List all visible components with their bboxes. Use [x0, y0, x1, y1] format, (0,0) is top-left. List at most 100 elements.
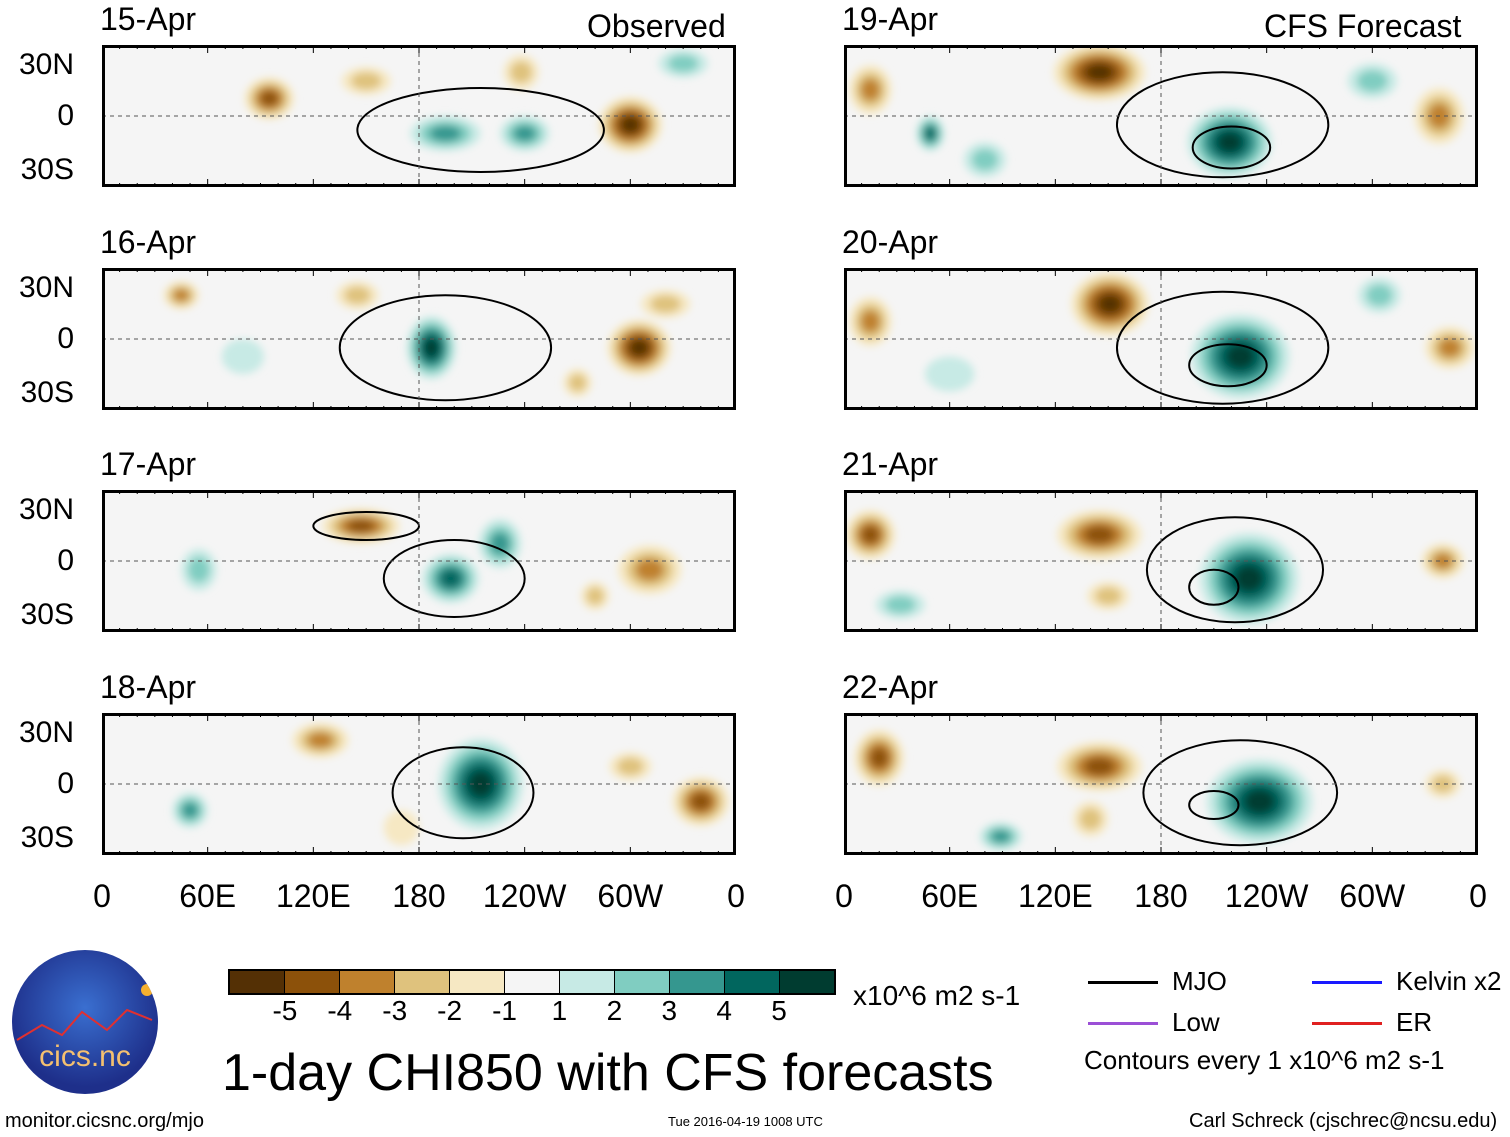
- map-panel: [844, 713, 1478, 855]
- lon-label: 60E: [179, 878, 237, 914]
- anomaly-contour: [173, 289, 190, 302]
- colorbar-label: 5: [771, 995, 787, 1026]
- panel-date: 18-Apr: [100, 669, 197, 705]
- mjo-contour: [338, 294, 553, 402]
- figure-title: 1-day CHI850 with CFS forecasts: [222, 1044, 994, 1102]
- anomaly-contour: [429, 125, 462, 142]
- anomaly-contour: [188, 556, 210, 583]
- lon-label: 60E: [921, 878, 979, 914]
- colorbar-label: -3: [382, 995, 408, 1026]
- anomaly-contour: [307, 732, 333, 749]
- colorbar-label: -5: [272, 995, 298, 1026]
- anomaly-contour: [861, 78, 880, 101]
- anomaly-contour: [885, 596, 916, 614]
- cics-logo: cics.nc: [12, 950, 158, 1094]
- panel-date: 21-Apr: [842, 446, 939, 482]
- lat-label: 30N: [18, 716, 74, 749]
- lat-label: 30S: [20, 598, 74, 631]
- colorbar-swatch: [395, 971, 450, 993]
- lon-label: 60W: [1339, 878, 1406, 914]
- colorbar-swatch: [560, 971, 615, 993]
- legend-line: [1312, 1022, 1382, 1025]
- lat-label: 30S: [20, 153, 74, 186]
- lon-label: 180: [392, 878, 446, 914]
- lat-label: 30N: [18, 493, 74, 526]
- anomaly-contour: [182, 802, 198, 819]
- panel-date: 22-Apr: [842, 669, 939, 705]
- anomaly-contour: [510, 61, 532, 84]
- panel-date: 15-Apr: [100, 1, 197, 37]
- legend-label: ER: [1396, 1007, 1433, 1037]
- panel-frame: [844, 490, 1478, 632]
- colorbar-label: 4: [716, 995, 732, 1026]
- mjo-contour: [1115, 71, 1330, 179]
- colorbar-label: -1: [492, 995, 517, 1026]
- mjo-contour: [1188, 343, 1268, 388]
- anomaly-contour: [440, 569, 461, 588]
- lon-label: 120W: [482, 878, 567, 914]
- anomaly-contour: [861, 310, 880, 333]
- colorbar-units: x10^6 m2 s-1: [853, 980, 1021, 1011]
- anomaly-contour: [621, 116, 640, 133]
- mjo-contour: [356, 87, 605, 173]
- panel-date: 17-Apr: [100, 446, 197, 482]
- legend-label: MJO: [1172, 966, 1227, 996]
- panel-date: 19-Apr: [842, 1, 939, 37]
- mjo-contour: [1115, 290, 1330, 405]
- panel-date: 16-Apr: [100, 224, 197, 260]
- panel-frame: [844, 268, 1478, 410]
- anomaly-contour: [1095, 587, 1122, 605]
- anomaly-contour: [1084, 757, 1115, 776]
- colorbar-swatch: [450, 971, 505, 993]
- colorbar-swatch: [780, 971, 834, 993]
- mjo-contour: [1188, 790, 1240, 820]
- anomaly-contour: [925, 127, 936, 140]
- anomaly-contour: [1438, 338, 1461, 358]
- footer-url[interactable]: monitor.cicsnc.org/mjo: [5, 1110, 204, 1132]
- map-panel: [844, 268, 1478, 410]
- lat-label: 30N: [18, 271, 74, 304]
- panel-frame: [844, 45, 1478, 187]
- lon-label: 120E: [1017, 878, 1093, 914]
- anomaly-contour: [1079, 808, 1102, 830]
- legend-label: Kelvin x2: [1396, 966, 1502, 996]
- colorbar-label: 1: [551, 995, 568, 1026]
- lat-label: 30N: [18, 48, 74, 81]
- colorbar-swatch: [615, 971, 670, 993]
- anomaly-contour: [1431, 775, 1454, 793]
- lat-label: 0: [57, 99, 74, 132]
- map-panel: [102, 713, 736, 855]
- anomaly-contour: [1234, 565, 1264, 592]
- forecast-label: CFS Forecast: [1264, 8, 1462, 44]
- legend-label: Low: [1172, 1007, 1220, 1037]
- anomaly-contour: [870, 748, 888, 768]
- logo-mountain-icon: [16, 984, 153, 1041]
- lat-label: 30S: [20, 821, 74, 854]
- colorbar-swatch: [340, 971, 395, 993]
- anomaly-contour: [568, 374, 587, 392]
- lon-label: 120E: [275, 878, 351, 914]
- panel-date: 20-Apr: [842, 224, 939, 260]
- colorbar-label: -2: [437, 995, 463, 1026]
- anomaly-contour: [925, 356, 975, 392]
- observed-label: Observed: [587, 8, 726, 44]
- anomaly-contour: [1433, 553, 1453, 569]
- anomaly-contour: [690, 792, 711, 811]
- colorbar-label: 3: [661, 995, 678, 1026]
- panel-frame: [102, 713, 736, 855]
- logo-text: cics.nc: [39, 1040, 131, 1073]
- mjo-contour: [382, 539, 526, 618]
- anomaly-contour: [513, 125, 536, 142]
- anomaly-contour: [490, 532, 510, 555]
- lon-label: 120W: [1224, 878, 1309, 914]
- anomaly-contour: [630, 339, 649, 356]
- panel-frame: [844, 713, 1478, 855]
- anomaly-contour: [1086, 64, 1113, 81]
- anomaly-contour: [1217, 132, 1242, 153]
- anomaly-contour: [260, 91, 278, 106]
- mjo-contour: [1191, 125, 1272, 170]
- anomaly-contour: [971, 148, 998, 171]
- anomaly-contour: [650, 295, 681, 313]
- lat-label: 0: [57, 322, 74, 355]
- panel-frame: [102, 268, 736, 410]
